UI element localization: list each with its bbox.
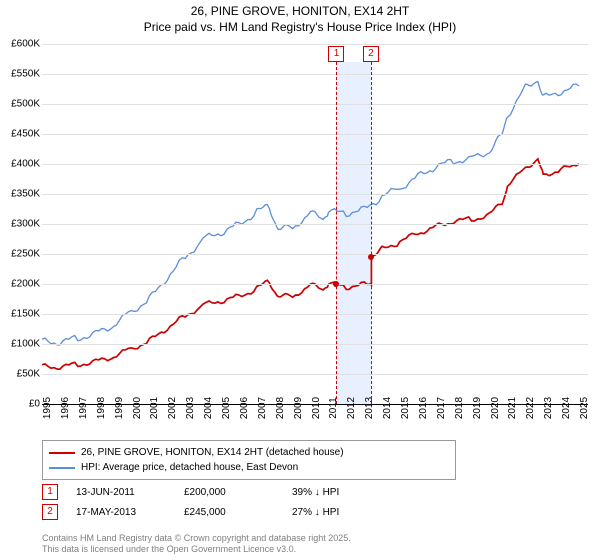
- row-price: £245,000: [184, 507, 274, 518]
- sale-point: [368, 254, 374, 260]
- marker-vline: [336, 62, 337, 404]
- title-address: 26, PINE GROVE, HONITON, EX14 2HT: [0, 4, 600, 20]
- x-tick-label: 2023: [543, 397, 547, 419]
- x-tick-label: 2008: [275, 397, 279, 419]
- series-hpi: [42, 82, 579, 345]
- x-tick-label: 2022: [525, 397, 529, 419]
- y-tick-label: £450K: [0, 129, 40, 140]
- table-row: 1 13-JUN-2011 £200,000 39% ↓ HPI: [42, 484, 382, 500]
- title-block: 26, PINE GROVE, HONITON, EX14 2HT Price …: [0, 0, 600, 35]
- x-tick-label: 2021: [507, 397, 511, 419]
- row-diff: 39% ↓ HPI: [292, 487, 382, 498]
- y-tick-label: £500K: [0, 99, 40, 110]
- x-tick-label: 2007: [257, 397, 261, 419]
- x-tick-label: 2001: [149, 397, 153, 419]
- y-tick-label: £100K: [0, 339, 40, 350]
- y-tick-label: £50K: [0, 369, 40, 380]
- x-tick-label: 2015: [400, 397, 404, 419]
- gridline: [42, 74, 588, 75]
- row-price: £200,000: [184, 487, 274, 498]
- legend: 26, PINE GROVE, HONITON, EX14 2HT (detac…: [42, 440, 456, 480]
- legend-swatch: [49, 452, 75, 454]
- x-tick-label: 2011: [328, 397, 332, 419]
- x-tick-label: 2017: [436, 397, 440, 419]
- x-tick-label: 2016: [418, 397, 422, 419]
- x-tick-label: 2004: [203, 397, 207, 419]
- x-tick-label: 2019: [472, 397, 476, 419]
- x-tick-label: 2024: [561, 397, 565, 419]
- x-tick-label: 2020: [490, 397, 494, 419]
- chart-marker: 2: [363, 46, 379, 62]
- plot: £0£50K£100K£150K£200K£250K£300K£350K£400…: [42, 44, 588, 404]
- footnote-line: Contains HM Land Registry data © Crown c…: [42, 533, 351, 545]
- gridline: [42, 104, 588, 105]
- y-tick-label: £200K: [0, 279, 40, 290]
- y-tick-label: £600K: [0, 39, 40, 50]
- x-tick-label: 1998: [96, 397, 100, 419]
- row-marker: 1: [42, 484, 58, 500]
- y-tick-label: £550K: [0, 69, 40, 80]
- x-tick-label: 1996: [60, 397, 64, 419]
- legend-label: HPI: Average price, detached house, East…: [81, 460, 298, 475]
- row-date: 13-JUN-2011: [76, 487, 166, 498]
- marker-vline: [371, 62, 372, 404]
- x-tick-label: 2014: [382, 397, 386, 419]
- gridline: [42, 134, 588, 135]
- x-tick-label: 1997: [78, 397, 82, 419]
- gridline: [42, 374, 588, 375]
- sale-point: [333, 281, 339, 287]
- gridline: [42, 44, 588, 45]
- transaction-table: 1 13-JUN-2011 £200,000 39% ↓ HPI 2 17-MA…: [42, 480, 382, 520]
- x-tick-label: 2000: [132, 397, 136, 419]
- x-tick-label: 2002: [167, 397, 171, 419]
- y-tick-label: £350K: [0, 189, 40, 200]
- x-tick-label: 1995: [42, 397, 46, 419]
- legend-item: 26, PINE GROVE, HONITON, EX14 2HT (detac…: [49, 445, 449, 460]
- gridline: [42, 194, 588, 195]
- x-tick-label: 2018: [454, 397, 458, 419]
- y-tick-label: £0: [0, 399, 40, 410]
- x-tick-label: 1999: [114, 397, 118, 419]
- table-row: 2 17-MAY-2013 £245,000 27% ↓ HPI: [42, 504, 382, 520]
- x-tick-label: 2025: [579, 397, 583, 419]
- row-diff: 27% ↓ HPI: [292, 507, 382, 518]
- gridline: [42, 344, 588, 345]
- gridline: [42, 164, 588, 165]
- x-tick-label: 2013: [364, 397, 368, 419]
- footnote: Contains HM Land Registry data © Crown c…: [42, 533, 351, 556]
- gridline: [42, 284, 588, 285]
- x-tick-label: 2009: [293, 397, 297, 419]
- x-tick-label: 2003: [185, 397, 189, 419]
- series-price-paid: [42, 159, 579, 369]
- y-tick-label: £150K: [0, 309, 40, 320]
- x-tick-label: 2005: [221, 397, 225, 419]
- title-subtitle: Price paid vs. HM Land Registry's House …: [0, 20, 600, 36]
- y-tick-label: £400K: [0, 159, 40, 170]
- legend-swatch: [49, 467, 75, 469]
- x-tick-label: 2006: [239, 397, 243, 419]
- footnote-line: This data is licensed under the Open Gov…: [42, 544, 351, 556]
- y-tick-label: £250K: [0, 249, 40, 260]
- y-tick-label: £300K: [0, 219, 40, 230]
- row-date: 17-MAY-2013: [76, 507, 166, 518]
- chart-container: 26, PINE GROVE, HONITON, EX14 2HT Price …: [0, 0, 600, 560]
- legend-label: 26, PINE GROVE, HONITON, EX14 2HT (detac…: [81, 445, 344, 460]
- row-marker: 2: [42, 504, 58, 520]
- chart-area: £0£50K£100K£150K£200K£250K£300K£350K£400…: [42, 44, 588, 404]
- x-tick-label: 2010: [311, 397, 315, 419]
- gridline: [42, 314, 588, 315]
- legend-item: HPI: Average price, detached house, East…: [49, 460, 449, 475]
- x-tick-label: 2012: [346, 397, 350, 419]
- gridline: [42, 224, 588, 225]
- chart-marker: 1: [328, 46, 344, 62]
- gridline: [42, 254, 588, 255]
